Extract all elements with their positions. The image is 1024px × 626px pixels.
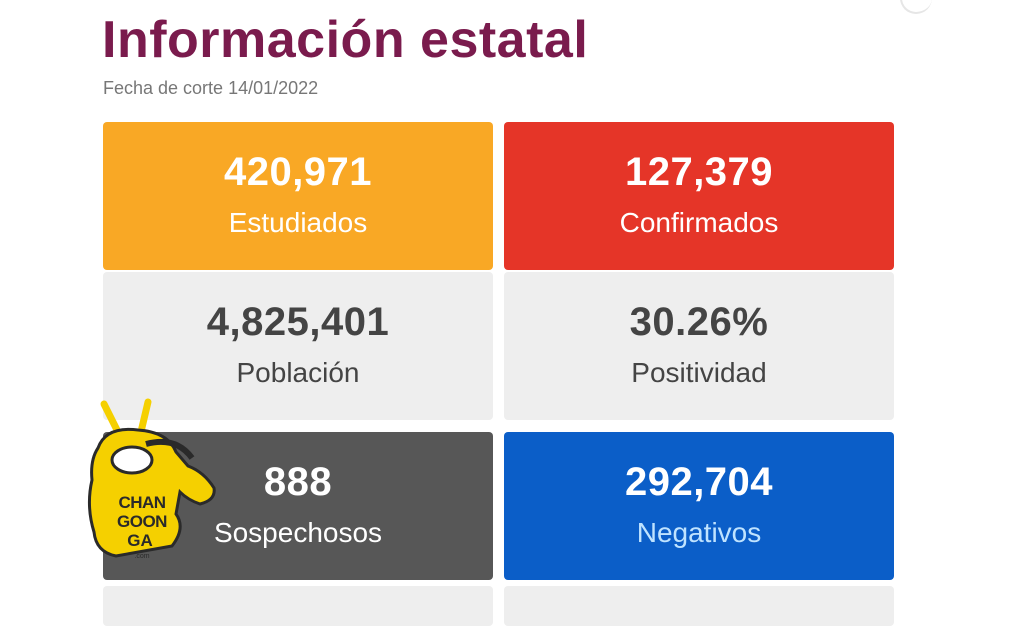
- monkey-mascot-icon: CHAN GOON GA .com: [87, 398, 216, 560]
- suspected-value: 888: [263, 460, 333, 504]
- watermark-text-line-1: CHAN: [118, 493, 165, 512]
- corner-decoration: [900, 0, 932, 14]
- watermark-text-line-2: GOON: [117, 512, 167, 531]
- card-suspected: 888 Sospechosos: [103, 432, 493, 580]
- card-studied: 420,971 Estudiados: [103, 122, 493, 270]
- card-partial-left: [103, 586, 493, 626]
- page-title: Información estatal: [102, 11, 589, 69]
- watermark-domain: .com: [134, 553, 149, 560]
- positivity-label: Positividad: [631, 357, 767, 388]
- population-label: Población: [236, 357, 360, 388]
- suspected-label: Sospechosos: [213, 517, 383, 548]
- card-positivity: 30.26% Positividad: [504, 272, 894, 420]
- confirmed-value: 127,379: [624, 150, 774, 194]
- confirmed-label: Confirmados: [619, 207, 779, 238]
- studied-value: 420,971: [223, 150, 373, 194]
- cutoff-date: Fecha de corte 14/01/2022: [103, 78, 319, 98]
- card-confirmed: 127,379 Confirmados: [504, 122, 894, 270]
- population-value: 4,825,401: [206, 300, 390, 344]
- studied-label: Estudiados: [228, 207, 368, 238]
- watermark-text-line-3: GA: [127, 531, 153, 550]
- card-negatives: 292,704 Negativos: [504, 432, 894, 580]
- negatives-value: 292,704: [624, 460, 774, 504]
- positivity-value: 30.26%: [629, 300, 769, 344]
- card-population: 4,825,401 Población: [103, 272, 493, 420]
- card-partial-right: [504, 586, 894, 626]
- negatives-label: Negativos: [636, 517, 762, 548]
